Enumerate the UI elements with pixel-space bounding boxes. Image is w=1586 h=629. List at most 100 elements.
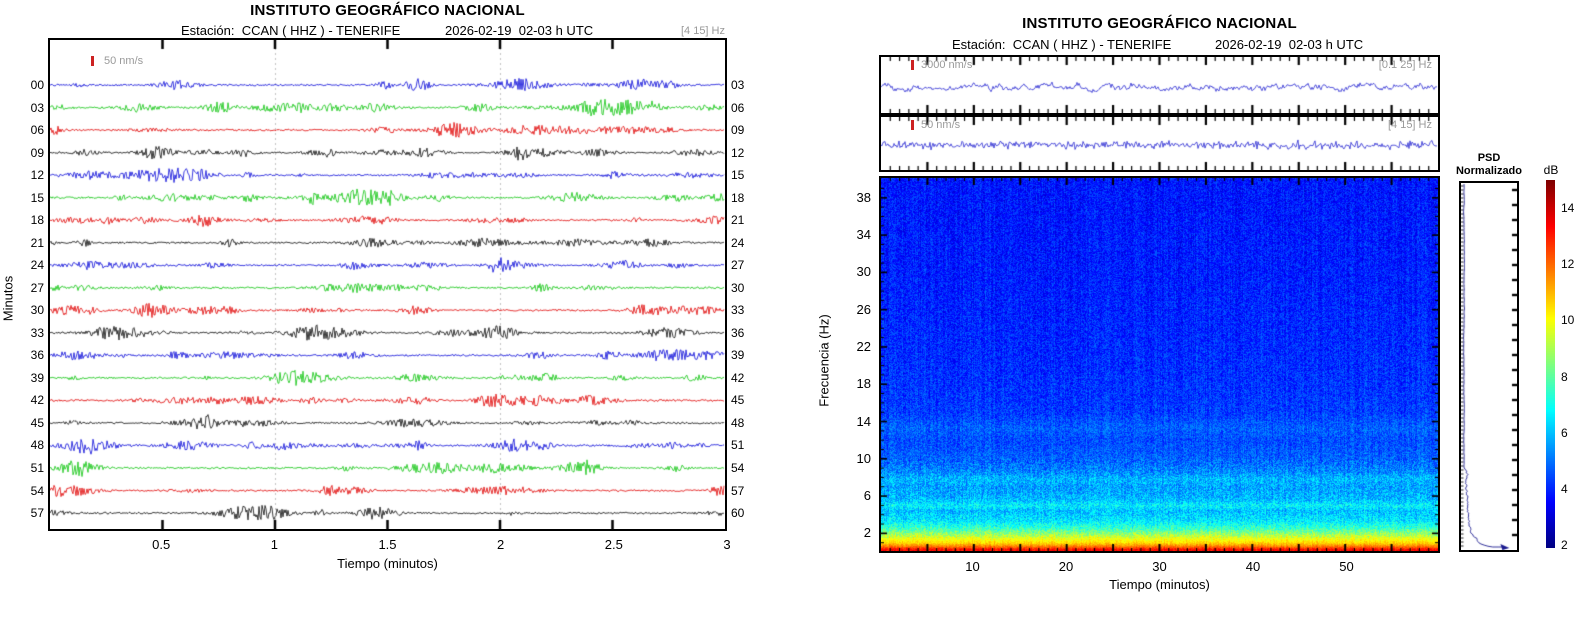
- psd-title-line1: PSD: [1477, 152, 1501, 164]
- spectrogram-heatmap-canvas: [881, 178, 1438, 551]
- minute-label-right: 06: [731, 100, 745, 115]
- spectrogram-plot-area: [879, 176, 1440, 553]
- minute-label-left: 36: [30, 348, 44, 363]
- left-datetime-label: 2026-02-19 02-03 h UTC: [445, 23, 594, 38]
- colorbar-tick-label: 6: [1561, 425, 1568, 440]
- minute-label-left: 54: [30, 483, 44, 498]
- left-amplitude-scale-marker: [91, 56, 94, 66]
- time-tick-label: 0.5: [152, 537, 171, 552]
- minute-label-right: 54: [731, 461, 745, 475]
- colorbar-tick-label: 14: [1561, 201, 1575, 216]
- strip2-amplitude-scale-marker: [911, 120, 914, 130]
- colorbar-unit-label: dB: [1543, 163, 1559, 177]
- left-filter-band-label: [4 15] Hz: [680, 25, 725, 37]
- time-tick-label: 10: [965, 559, 980, 574]
- strip1-filter-band-label: [0.1 25] Hz: [1378, 59, 1432, 71]
- minute-label-left: 21: [30, 235, 44, 250]
- colorbar: [1546, 180, 1555, 548]
- frequency-tick-label: 10: [856, 450, 871, 466]
- minute-label-right: 48: [731, 415, 745, 430]
- minute-label-right: 09: [731, 123, 745, 138]
- time-tick-label: 2.5: [604, 537, 623, 552]
- minute-label-right: 24: [731, 235, 745, 250]
- spectrogram-x-axis-title: Tiempo (minutos): [1109, 577, 1210, 592]
- minute-label-right: 51: [731, 438, 745, 453]
- time-tick-label: 1: [270, 537, 278, 552]
- strip1-scale-label: 3000 nm/s: [921, 59, 973, 71]
- strip2-filter-band-label: [4 15] Hz: [1387, 119, 1432, 131]
- minute-label-left: 39: [30, 370, 44, 385]
- left-scale-label: 50 nm/s: [104, 55, 144, 67]
- frequency-tick-label: 18: [856, 376, 871, 392]
- frequency-tick-label: 2: [863, 525, 871, 541]
- broadband-waveform-strip: [879, 55, 1440, 115]
- colorbar-tick-label: 4: [1561, 482, 1568, 496]
- psd-normalized-panel: [1459, 181, 1519, 552]
- minute-label-right: 18: [731, 190, 745, 205]
- minute-label-right: 21: [731, 213, 745, 228]
- frequency-tick-label: 6: [863, 488, 871, 504]
- minute-label-left: 30: [30, 303, 44, 318]
- minute-label-left: 45: [30, 415, 44, 430]
- minute-label-left: 15: [30, 190, 44, 205]
- left-station-label: Estación: CCAN ( HHZ ) - TENERIFE: [181, 23, 401, 38]
- minute-label-right: 12: [731, 145, 745, 160]
- minute-label-left: 42: [30, 393, 44, 408]
- psd-title-line2: Normalizado: [1455, 165, 1522, 177]
- frequency-tick-label: 34: [856, 227, 871, 243]
- left-panel-title: INSTITUTO GEOGRÁFICO NACIONAL: [250, 2, 525, 19]
- minute-label-left: 33: [30, 325, 44, 340]
- minute-label-left: 18: [30, 213, 44, 228]
- frequency-tick-label: 22: [856, 338, 871, 354]
- minute-label-left: 06: [30, 123, 44, 138]
- colorbar-tick-label: 8: [1561, 369, 1568, 384]
- minute-label-right: 15: [731, 168, 745, 183]
- minute-label-left: 12: [30, 168, 44, 183]
- minute-label-left: 09: [30, 145, 44, 160]
- time-tick-label: 20: [1058, 559, 1074, 574]
- minute-label-right: 60: [731, 506, 745, 521]
- strip2-scale-label: 50 nm/s: [921, 119, 961, 131]
- frequency-tick-label: 14: [856, 413, 871, 429]
- right-panel-title: INSTITUTO GEOGRÁFICO NACIONAL: [1022, 15, 1297, 32]
- time-tick-label: 1.5: [378, 537, 397, 552]
- colorbar-tick-label: 2: [1561, 538, 1568, 553]
- filtered-waveform-canvas: [881, 117, 1438, 170]
- time-tick-label: 3: [723, 537, 731, 552]
- minute-label-left: 57: [30, 506, 44, 521]
- broadband-waveform-canvas: [881, 57, 1438, 113]
- minute-label-right: 03: [731, 78, 745, 92]
- minute-label-left: 27: [30, 280, 44, 295]
- helicorder-plot-area: [48, 38, 727, 531]
- strip1-amplitude-scale-marker: [911, 60, 914, 70]
- filtered-waveform-strip: [879, 115, 1440, 172]
- minute-label-right: 27: [731, 258, 745, 273]
- minute-label-right: 42: [731, 370, 745, 385]
- left-x-axis-title: Tiempo (minutos): [337, 556, 438, 571]
- minute-label-left: 51: [30, 461, 44, 475]
- psd-curve-canvas: [1461, 183, 1517, 550]
- spectrogram-y-axis-title: Frecuencia (Hz): [816, 314, 832, 407]
- minute-label-right: 45: [731, 393, 745, 408]
- minute-label-right: 30: [731, 280, 745, 295]
- right-datetime-label: 2026-02-19 02-03 h UTC: [1215, 37, 1364, 52]
- minute-label-right: 33: [731, 303, 745, 318]
- colorbar-gradient-canvas: [1546, 180, 1555, 548]
- minute-label-right: 36: [731, 325, 745, 340]
- minute-label-right: 57: [731, 483, 745, 498]
- time-tick-label: 30: [1152, 559, 1167, 574]
- time-tick-label: 2: [497, 537, 505, 552]
- time-tick-label: 50: [1339, 559, 1354, 574]
- psd-panel-title: PSD Normalizado: [1454, 152, 1524, 178]
- minute-label-left: 24: [30, 258, 44, 273]
- colorbar-tick-label: 12: [1561, 257, 1575, 272]
- helicorder-traces-canvas: [50, 40, 725, 529]
- minute-label-right: 39: [731, 348, 745, 363]
- minute-label-left: 48: [30, 438, 44, 453]
- minute-label-left: 03: [30, 100, 44, 115]
- frequency-tick-label: 26: [856, 301, 871, 317]
- time-tick-label: 40: [1245, 559, 1261, 574]
- frequency-tick-label: 30: [856, 264, 871, 280]
- colorbar-tick-label: 10: [1561, 313, 1575, 328]
